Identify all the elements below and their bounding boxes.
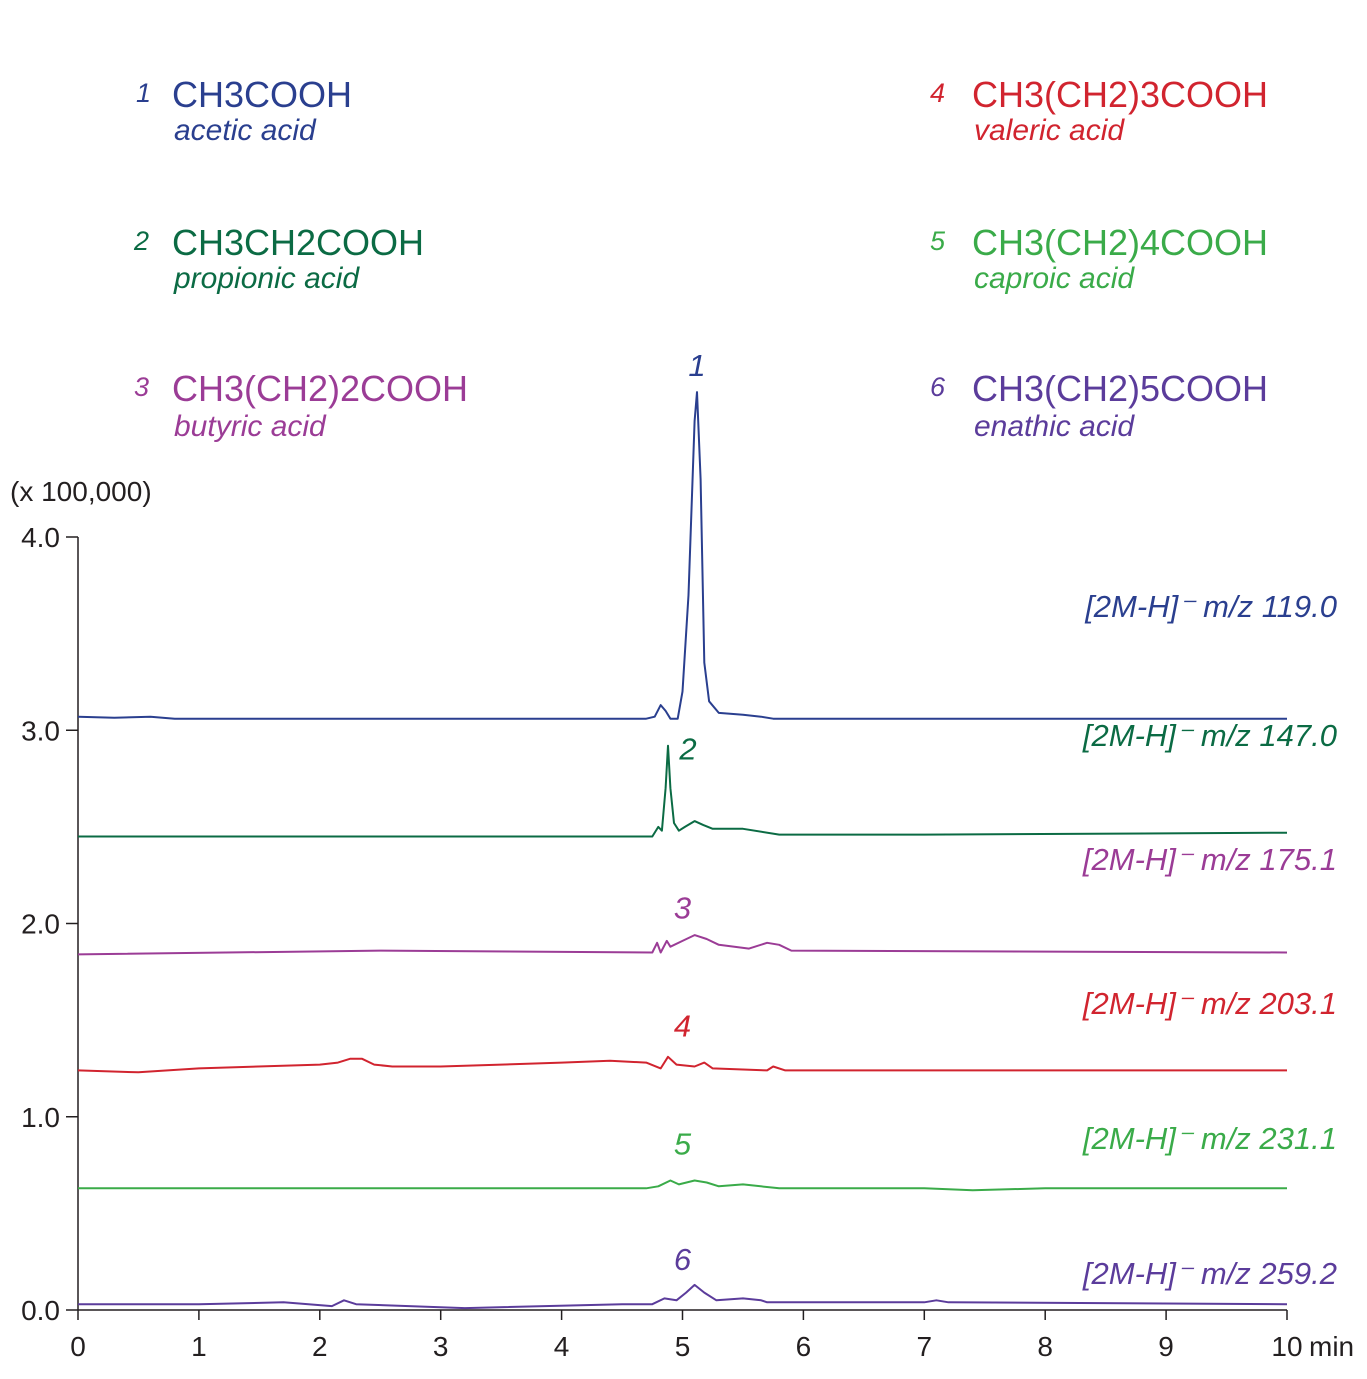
y-tick-label: 1.0 xyxy=(21,1102,60,1133)
legend-number: 6 xyxy=(930,372,946,402)
x-tick-label: 8 xyxy=(1037,1331,1053,1362)
y-unit-label: (x 100,000) xyxy=(10,476,152,507)
peak-label-5: 5 xyxy=(674,1126,692,1161)
legend-name: enathic acid xyxy=(974,410,1135,443)
x-tick-label: 7 xyxy=(917,1331,933,1362)
peak-label-4: 4 xyxy=(674,1008,691,1043)
ion-label-2: [2M-H]⁻ m/z 147.0 xyxy=(1082,718,1337,753)
legend-number: 3 xyxy=(134,372,150,402)
ion-label-5: [2M-H]⁻ m/z 231.1 xyxy=(1082,1121,1337,1156)
legend-number: 4 xyxy=(930,78,946,108)
legend-formula: CH3COOH xyxy=(172,74,353,115)
y-tick-label: 3.0 xyxy=(21,715,60,746)
x-tick-label: 1 xyxy=(191,1331,207,1362)
x-tick-label: 4 xyxy=(554,1331,570,1362)
peak-label-6: 6 xyxy=(674,1242,692,1277)
x-tick-label: 2 xyxy=(312,1331,328,1362)
legend-name: valeric acid xyxy=(974,114,1125,147)
y-tick-label: 0.0 xyxy=(21,1295,60,1326)
x-unit-label: min xyxy=(1309,1331,1354,1362)
legend-formula: CH3CH2COOH xyxy=(172,222,425,263)
peak-label-3: 3 xyxy=(674,890,691,925)
x-tick-label: 5 xyxy=(675,1331,691,1362)
traces xyxy=(77,391,1288,1310)
x-tick-label: 6 xyxy=(796,1331,812,1362)
legend-formula: CH3(CH2)2COOH xyxy=(172,368,469,409)
peak-label-1: 1 xyxy=(688,348,705,383)
legend-formula: CH3(CH2)5COOH xyxy=(972,368,1269,409)
trace-labels: 1 [2M-H]⁻ m/z 119.0 2 [2M-H]⁻ m/z 147.0 3 [2M… xyxy=(674,348,1337,1291)
trace-line-3 xyxy=(77,934,1288,956)
ion-label-1: [2M-H]⁻ m/z 119.0 xyxy=(1084,589,1337,624)
legend-number: 2 xyxy=(134,226,150,256)
legend-name: caproic acid xyxy=(974,262,1135,295)
trace-line-5 xyxy=(78,1179,1287,1192)
axes: 0 1 2 3 4 5 6 7 8 9 10 min 0.0 1.0 2.0 3.0 4.0 xyxy=(21,522,1354,1362)
x-tick-label: 0 xyxy=(70,1331,86,1362)
legend-name: butyric acid xyxy=(174,410,326,443)
peak-label-2: 2 xyxy=(678,732,696,767)
x-tick-label: 3 xyxy=(433,1331,449,1362)
legend-formula: CH3(CH2)3COOH xyxy=(972,74,1269,115)
ion-label-3: [2M-H]⁻ m/z 175.1 xyxy=(1082,842,1337,877)
trace-line-1 xyxy=(77,391,1287,720)
y-tick-label: 4.0 xyxy=(21,522,60,553)
trace-line-4 xyxy=(77,1055,1287,1074)
legend-number: 5 xyxy=(930,226,946,256)
legend-number: 1 xyxy=(136,78,152,108)
legend-formula: CH3(CH2)4COOH xyxy=(972,222,1269,263)
legend-name: acetic acid xyxy=(174,114,316,147)
y-tick-label: 2.0 xyxy=(21,909,60,940)
trace-line-6 xyxy=(78,1283,1288,1310)
ion-label-4: [2M-H]⁻ m/z 203.1 xyxy=(1082,986,1337,1021)
x-tick-label: 9 xyxy=(1158,1331,1174,1362)
ion-label-6: [2M-H]⁻ m/z 259.2 xyxy=(1082,1256,1337,1291)
legend-name: propionic acid xyxy=(174,262,360,295)
x-tick-label: 10 xyxy=(1271,1331,1302,1362)
trace-line-2 xyxy=(78,744,1288,838)
